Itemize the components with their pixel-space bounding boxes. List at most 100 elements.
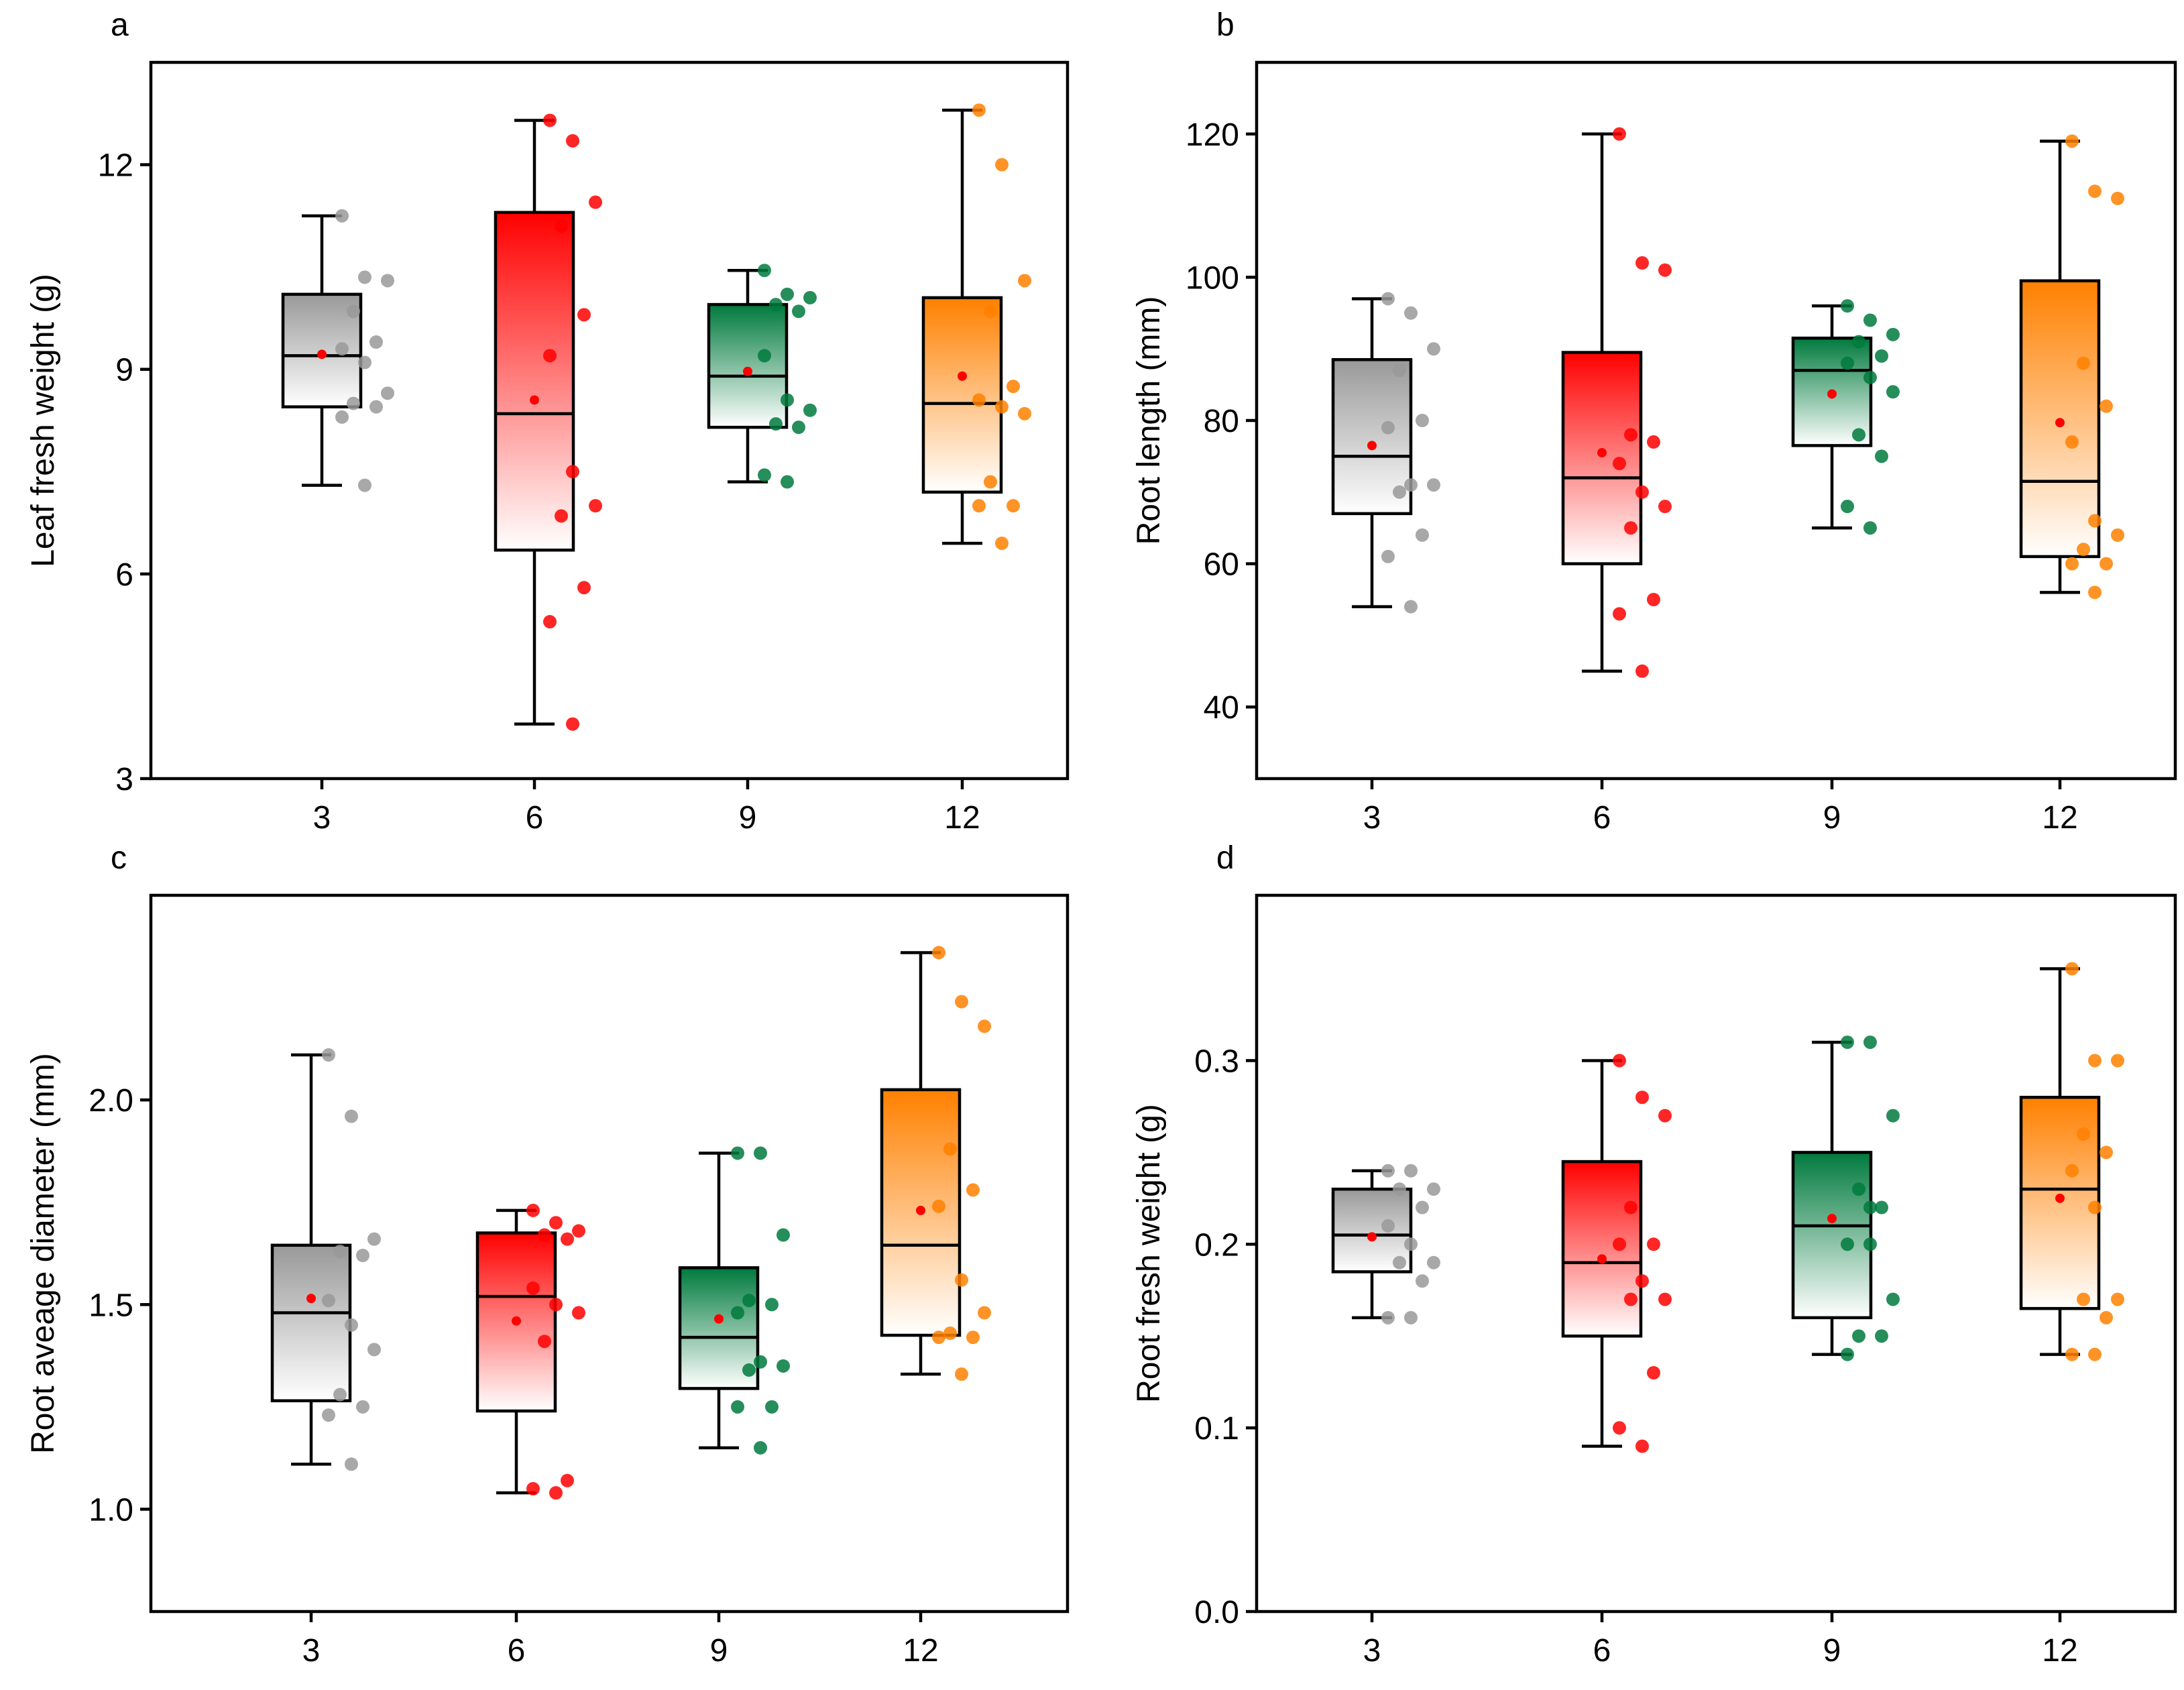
x-tick-label: 3: [313, 800, 331, 836]
data-point: [1863, 1035, 1877, 1050]
data-point: [803, 403, 817, 417]
data-point: [1658, 263, 1672, 277]
y-tick-label: 2.0: [89, 1083, 133, 1119]
data-point: [2088, 1054, 2102, 1068]
series-9: [707, 264, 817, 489]
data-point: [2088, 1200, 2102, 1215]
data-point: [995, 158, 1009, 172]
x-tick-label: 12: [903, 1633, 938, 1669]
y-tick-label: 120: [1186, 117, 1239, 153]
data-point: [1841, 356, 1854, 370]
data-point: [1886, 385, 1900, 399]
series-9: [1791, 1035, 1900, 1361]
data-point: [1393, 363, 1406, 378]
mean-marker: [958, 371, 967, 381]
panel-b: b 40 60 80 100 120 3 6 9 12 Root length (mm): [1131, 7, 2177, 836]
data-point: [1658, 1292, 1672, 1306]
series-9: [678, 1146, 790, 1455]
data-point: [2111, 191, 2124, 205]
mean-marker: [1827, 389, 1837, 399]
data-point: [765, 1400, 779, 1414]
y-axis-label: Root aveage diameter (mm): [25, 1053, 61, 1454]
x-tick-label: 9: [1823, 1633, 1841, 1669]
data-point: [966, 1331, 980, 1345]
data-point: [526, 1481, 540, 1496]
data-point: [758, 264, 771, 278]
data-point: [356, 1249, 369, 1263]
data-point: [1624, 1292, 1637, 1306]
data-point: [2100, 1310, 2113, 1325]
data-point: [561, 1473, 574, 1487]
series-3: [281, 209, 394, 492]
data-point: [526, 1281, 540, 1295]
data-point: [955, 1273, 968, 1287]
data-point: [2065, 435, 2079, 449]
data-point: [1635, 1439, 1649, 1453]
data-point: [1416, 1274, 1429, 1288]
data-point: [589, 499, 602, 513]
data-point: [526, 1203, 540, 1217]
data-point: [1875, 1200, 1888, 1215]
data-point: [369, 335, 383, 349]
data-point: [1404, 600, 1418, 614]
data-point: [566, 717, 579, 731]
data-point: [1841, 1035, 1854, 1050]
data-point: [792, 304, 805, 319]
data-point: [347, 304, 360, 319]
data-point: [758, 468, 771, 482]
data-point: [1886, 1109, 1900, 1123]
y-tick-label: 100: [1186, 260, 1239, 296]
y-axis-label: Leaf fresh weight (g): [25, 274, 61, 567]
data-point: [1381, 1310, 1395, 1325]
series-9: [1791, 299, 1900, 535]
data-point: [561, 1232, 574, 1246]
x-tick-label: 9: [710, 1633, 728, 1669]
data-point: [972, 499, 986, 513]
data-point: [1852, 1182, 1865, 1196]
data-point: [1393, 485, 1406, 499]
data-point: [549, 1486, 563, 1500]
data-point: [538, 1228, 551, 1242]
data-point: [2100, 557, 2113, 571]
data-point: [777, 1228, 790, 1242]
data-point: [943, 1327, 957, 1341]
data-point: [2065, 1347, 2079, 1361]
plot-frame: [1255, 893, 2177, 1614]
data-point: [1427, 1182, 1440, 1196]
data-point: [577, 308, 591, 322]
data-point: [1393, 1182, 1406, 1196]
y-tick-label: 0.1: [1194, 1411, 1239, 1447]
data-point: [1613, 457, 1626, 471]
data-point: [995, 400, 1009, 414]
mean-marker: [916, 1205, 925, 1215]
data-point: [2077, 1127, 2090, 1141]
data-point: [1875, 1329, 1888, 1343]
data-point: [572, 1224, 585, 1238]
data-point: [358, 478, 371, 492]
data-point: [1613, 1421, 1626, 1435]
data-point: [731, 1400, 744, 1414]
data-point: [2088, 585, 2102, 600]
mean-marker: [1367, 441, 1377, 451]
data-point: [1886, 327, 1900, 341]
data-point: [932, 1199, 945, 1213]
data-point: [1416, 1200, 1429, 1215]
plot-frame: [149, 893, 1070, 1614]
data-point: [781, 475, 794, 489]
data-point: [1381, 549, 1395, 563]
box-iqr: [1561, 1160, 1643, 1338]
data-point: [1852, 1329, 1865, 1343]
data-point: [765, 1298, 779, 1312]
data-point: [1647, 1237, 1660, 1251]
data-point: [2088, 514, 2102, 528]
data-point: [1841, 1347, 1854, 1361]
data-point: [322, 1408, 335, 1422]
panel-label: b: [1216, 7, 1234, 43]
x-tick-label: 3: [1363, 1633, 1381, 1669]
data-point: [381, 386, 394, 400]
data-point: [2111, 1292, 2124, 1306]
data-point: [322, 1048, 335, 1062]
series-12: [921, 103, 1031, 551]
x-tick-label: 3: [302, 1633, 321, 1669]
data-point: [1381, 420, 1395, 435]
